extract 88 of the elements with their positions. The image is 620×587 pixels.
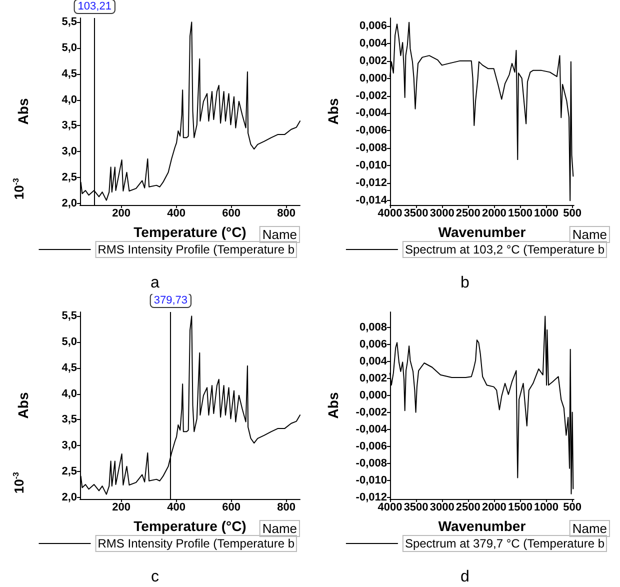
y-tick-label: 4,0 [62,94,77,106]
y-axis-title: Abs [325,392,341,419]
y-tick-label: 0,008 [359,321,387,334]
y-tick-label: 3,0 [62,440,77,452]
y-tick-label: 5,5 [62,16,77,28]
y-tick-label: 0,006 [359,338,387,350]
x-axis-title: Wavenumber [438,224,526,240]
y-tick-label: -0,012 [356,491,387,504]
x-tick-label: 800 [277,502,296,514]
x-tick-label: 3000 [430,208,454,220]
y-axis-title: Abs [15,392,31,419]
y-tick-label: -0,008 [356,142,387,154]
legend-label: Spectrum at 379,7 °C (Temperature b [404,536,605,550]
text: d [460,568,470,586]
y-tick-label: 5,0 [62,336,77,348]
y-tick-label: 5,5 [62,310,77,322]
x-tick-label: 800 [277,208,296,220]
y-tick-label: 0,004 [359,37,388,50]
x-tick-label: 4000 [378,502,402,514]
line-series [80,22,300,201]
x-tick-label: 200 [112,502,130,514]
x-tick-label: 2000 [482,208,506,220]
y-tick-label: 0,002 [359,54,387,67]
y-tick-label: 2,5 [62,172,77,184]
y-tick-label: 2,0 [62,491,77,504]
y-tick-label: -0,002 [356,90,387,102]
text: c [151,568,159,586]
x-tick-label: 2500 [456,502,480,514]
y-tick-label: -0,008 [356,457,387,470]
y-tick-label: 4,5 [62,362,77,374]
y-tick-label: 3,5 [62,120,77,132]
y-tick-label: 2,5 [62,466,77,478]
y-tick-label: -0,004 [356,107,388,120]
text: b [460,274,470,292]
legend-label: Spectrum at 103,2 °C (Temperature b [404,242,605,256]
y-tick-label: -0,002 [356,406,387,418]
x-tick-label: 600 [222,208,240,220]
text: a [150,274,160,292]
x-tick-label: 400 [167,502,186,514]
x-axis-title: Wavenumber [438,518,526,534]
line-series [80,316,300,495]
x-tick-label: 500 [563,502,582,514]
y-tick-label: 0,000 [359,389,387,402]
x-tick-label: 3500 [404,208,428,220]
ref-line-label: 379,73 [154,294,188,306]
x-tick-label: 600 [222,502,240,514]
y-tick-label: -0,012 [356,177,387,190]
x-tick-label: 3500 [404,502,428,514]
y-tick-label: 4,0 [62,388,77,400]
legend-title: Name [572,521,608,536]
y-tick-label: -0,010 [356,160,387,172]
y-tick-label: 0,004 [359,355,388,368]
x-tick-label: 400 [167,208,186,220]
ref-line-label: 103,21 [78,0,112,12]
y-tick-label: 0,000 [359,72,387,84]
y-tick-label: 0,006 [359,20,387,32]
legend-label: RMS Intensity Profile (Temperature b [98,242,295,256]
x-tick-label: 2500 [456,208,480,220]
legend-title: Name [572,227,608,242]
x-tick-label: 1000 [534,502,559,514]
x-tick-label: 1500 [508,208,532,220]
legend-label: RMS Intensity Profile (Temperature b [98,536,295,550]
legend-title: Name [262,227,298,242]
y-axis-title: Abs [325,98,341,125]
x-tick-label: 500 [563,208,582,220]
y-tick-label: 5,0 [62,42,77,54]
y-tick-label: 0,002 [359,372,387,384]
y-axis-title: Abs [15,98,31,125]
y-tick-label: -0,006 [356,440,387,452]
x-tick-label: 2000 [482,502,506,514]
y-tick-label: -0,006 [356,124,387,137]
x-tick-label: 200 [112,208,130,220]
y-tick-label: 4,5 [62,68,77,80]
y-tick-label: -0,014 [356,194,388,207]
y-tick-label: -0,010 [356,474,387,486]
x-axis-title: Temperature (°C) [134,224,246,240]
y-tick-label: 3,5 [62,414,77,426]
x-tick-label: 3000 [430,502,454,514]
x-tick-label: 1000 [534,208,559,220]
y-tick-label: 2,0 [62,197,77,210]
text: 10-3 [12,471,26,494]
x-axis-title: Temperature (°C) [134,518,246,534]
y-tick-label: 3,0 [62,146,77,158]
x-tick-label: 4000 [378,208,402,220]
legend-title: Name [262,521,298,536]
text: 10-3 [12,177,26,200]
x-tick-label: 1500 [508,502,532,514]
y-tick-label: -0,004 [356,423,388,436]
